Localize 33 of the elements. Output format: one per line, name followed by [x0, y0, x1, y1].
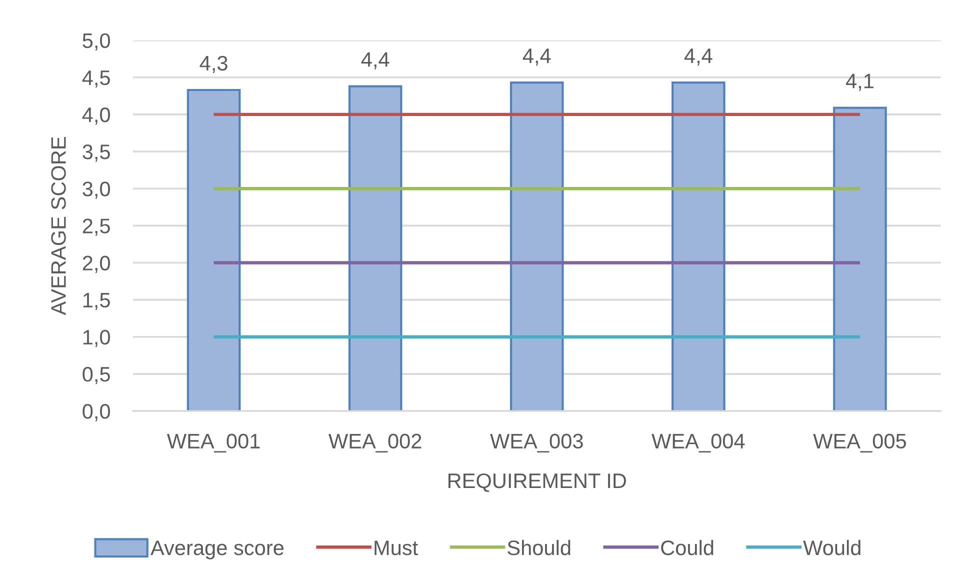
- x-axis-title: REQUIREMENT ID: [448, 473, 626, 492]
- bar: [833, 106, 887, 411]
- legend-label: Must: [374, 540, 418, 556]
- y-tick-label: 4,5: [82, 70, 110, 88]
- legend-label: Could: [661, 540, 714, 556]
- data-label: 4,4: [684, 48, 712, 66]
- legend-label: Would: [803, 540, 860, 556]
- y-tick-label: 5,0: [82, 33, 110, 51]
- x-tick-label: WEA_001: [166, 434, 260, 452]
- y-tick-label: 0,0: [82, 404, 110, 422]
- y-tick-label: 1,0: [83, 330, 110, 348]
- data-label: 4,4: [522, 48, 551, 66]
- x-tick-label: WEA_003: [490, 434, 583, 452]
- legend-label: Average score: [150, 540, 284, 560]
- x-tick-label: WEA_005: [813, 434, 906, 452]
- data-label: 4,3: [200, 56, 228, 74]
- y-tick-label: 2,0: [82, 256, 110, 273]
- y-tick-label: 1,5: [83, 293, 110, 310]
- y-tick-label: 0,5: [82, 366, 110, 384]
- data-label: 4,1: [846, 74, 874, 91]
- y-tick-label: 4,0: [82, 107, 110, 125]
- bar: [348, 85, 402, 411]
- y-axis-title: AVERAGE SCORE: [51, 137, 66, 316]
- data-label: 4,4: [361, 52, 390, 70]
- y-tick-label: 3,0: [82, 182, 110, 199]
- x-tick-label: WEA_004: [652, 434, 745, 452]
- legend-label: Should: [508, 540, 570, 556]
- bar: [672, 82, 726, 411]
- bar: [510, 82, 564, 411]
- x-tick-label: WEA_002: [328, 434, 422, 452]
- y-tick-label: 3,5: [82, 144, 110, 162]
- y-tick-label: 2,5: [82, 218, 110, 236]
- bar: [186, 88, 241, 411]
